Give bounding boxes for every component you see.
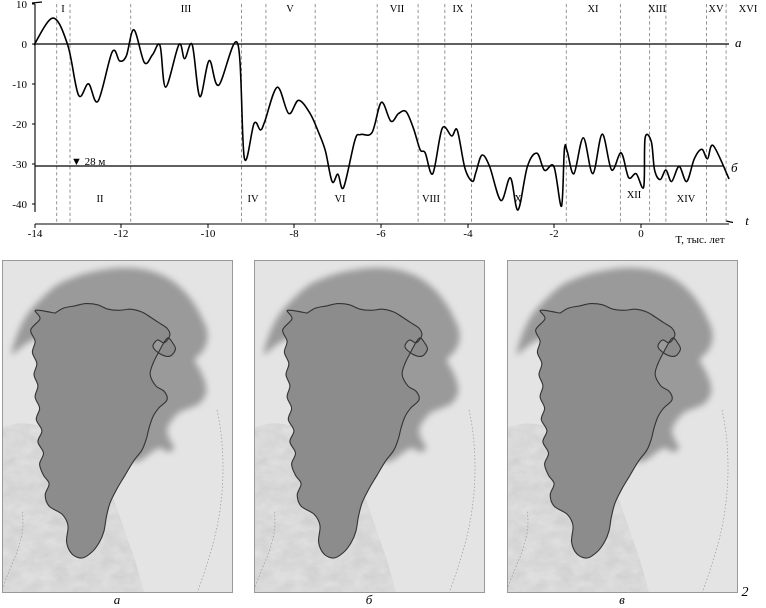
svg-text:XIV: XIV xyxy=(677,194,696,205)
svg-text:-40: -40 xyxy=(12,199,27,211)
svg-text:б: б xyxy=(731,160,738,175)
svg-text:II: II xyxy=(97,194,104,205)
svg-text:VIII: VIII xyxy=(422,194,441,205)
svg-text:-10: -10 xyxy=(201,228,216,240)
svg-text:-12: -12 xyxy=(114,228,129,240)
svg-text:XII: XII xyxy=(627,190,642,201)
svg-text:III: III xyxy=(181,4,192,15)
svg-text:б: б xyxy=(366,592,373,607)
svg-text:-4: -4 xyxy=(463,228,473,240)
svg-text:-10: -10 xyxy=(12,79,27,91)
svg-text:IX: IX xyxy=(452,4,463,15)
svg-text:-8: -8 xyxy=(289,228,299,240)
svg-text:I: I xyxy=(61,4,65,15)
svg-text:XIII: XIII xyxy=(648,4,667,15)
svg-text:XV: XV xyxy=(708,4,724,15)
svg-text:2: 2 xyxy=(742,585,749,600)
svg-text:t: t xyxy=(745,213,749,228)
svg-text:XVI: XVI xyxy=(739,4,758,15)
svg-text:-30: -30 xyxy=(12,159,27,171)
svg-text:в: в xyxy=(619,592,625,607)
svg-text:a: a xyxy=(735,35,742,50)
svg-text:-6: -6 xyxy=(376,228,386,240)
svg-text:V: V xyxy=(286,4,294,15)
svg-text:0: 0 xyxy=(22,39,28,51)
svg-text:a: a xyxy=(114,592,121,607)
svg-text:-2: -2 xyxy=(549,228,558,240)
svg-text:T, тыс. лет: T, тыс. лет xyxy=(675,234,724,246)
svg-text:VI: VI xyxy=(334,194,346,205)
svg-text:0: 0 xyxy=(638,228,644,240)
svg-text:10: 10 xyxy=(16,0,28,11)
svg-text:-14: -14 xyxy=(28,228,43,240)
svg-text:VII: VII xyxy=(390,4,405,15)
svg-text:XI: XI xyxy=(587,4,599,15)
svg-text:IV: IV xyxy=(247,194,258,205)
svg-text:-20: -20 xyxy=(12,119,27,131)
